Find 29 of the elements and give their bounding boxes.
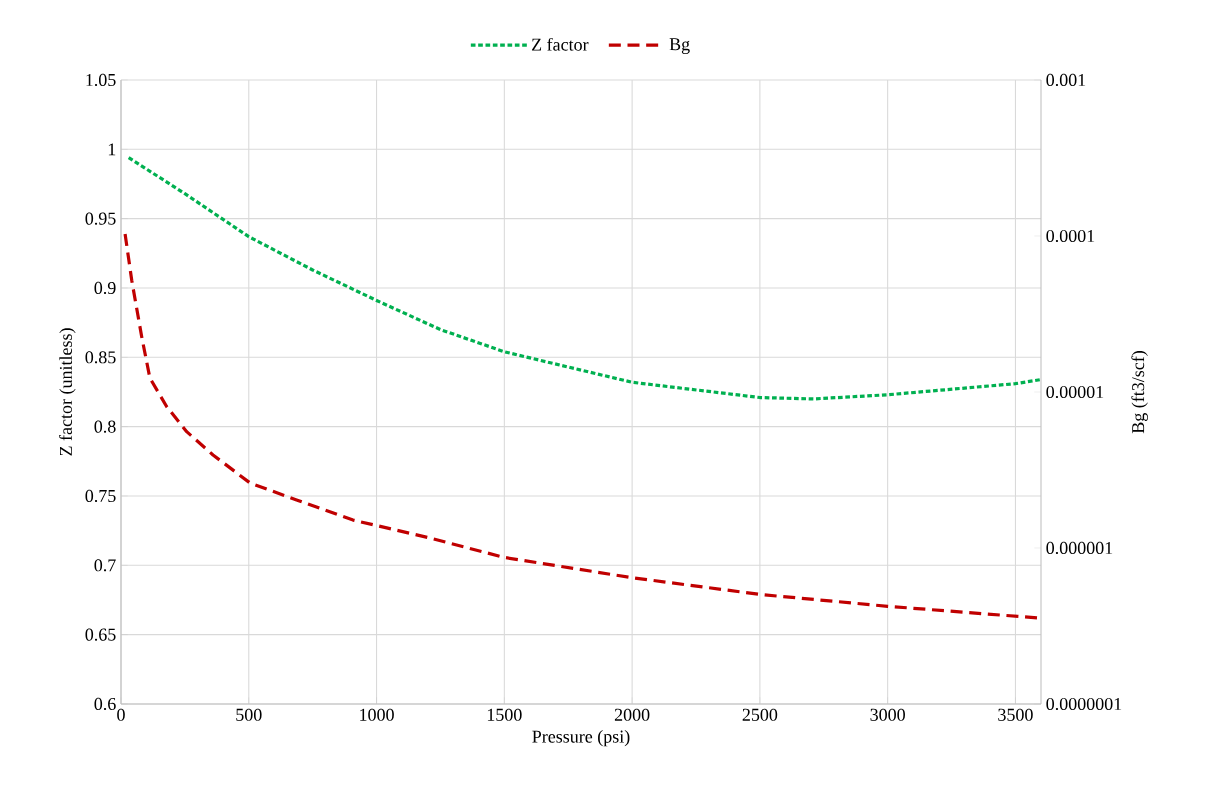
legend-label: Z factor bbox=[531, 37, 589, 51]
y-axis-title: Z factor (unitless) bbox=[59, 328, 76, 456]
y-tick-label: 0.7 bbox=[94, 559, 116, 572]
y2-tick-label: 0.0000001 bbox=[1046, 697, 1122, 711]
x-tick-label: 1500 bbox=[487, 708, 522, 721]
x-tick-label: 1000 bbox=[360, 708, 394, 721]
y-tick-label: 0.75 bbox=[85, 489, 116, 503]
x-tick-label: 0 bbox=[117, 708, 125, 721]
legend-label: Bg bbox=[669, 38, 690, 54]
x-tick-label: 500 bbox=[236, 708, 262, 721]
y2-tick-label: 0.00001 bbox=[1046, 385, 1104, 399]
x-axis-title: Pressure (psi) bbox=[532, 730, 630, 747]
y2-tick-label: 0.000001 bbox=[1046, 541, 1113, 555]
y-tick-label: 0.9 bbox=[94, 281, 116, 295]
x-tick-label: 2500 bbox=[742, 708, 778, 721]
y-tick-label: 0.8 bbox=[94, 420, 116, 433]
x-tick-label: 3000 bbox=[870, 708, 905, 721]
y-tick-label: 0.65 bbox=[85, 628, 116, 641]
y-tick-label: 1.05 bbox=[86, 73, 116, 87]
y-tick-label: 0.85 bbox=[85, 351, 116, 364]
y2-tick-label: 0.001 bbox=[1046, 73, 1086, 87]
y2-axis-title: Bg (ft3/scf) bbox=[1131, 351, 1148, 434]
line-series bbox=[127, 156, 1043, 401]
x-tick-label: 3500 bbox=[998, 708, 1033, 721]
y-tick-label: 1 bbox=[108, 143, 116, 156]
y2-tick-label: 0.0001 bbox=[1046, 229, 1095, 243]
y-tick-label: 0.95 bbox=[85, 212, 116, 225]
y-tick-label: 0.6 bbox=[94, 697, 116, 711]
x-tick-label: 2000 bbox=[614, 708, 650, 721]
